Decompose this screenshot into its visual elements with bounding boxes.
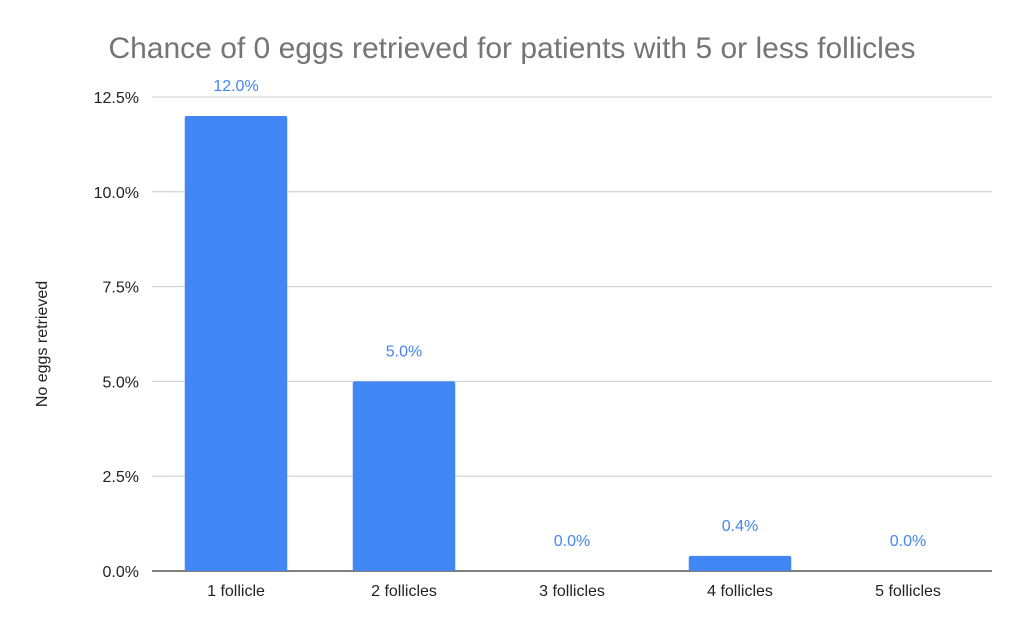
y-axis-title: No eggs retrieved — [34, 281, 51, 407]
y-tick-label: 2.5% — [103, 469, 139, 486]
chart-title: Chance of 0 eggs retrieved for patients … — [108, 32, 915, 65]
data-labels: 12.0% 5.0% 0.0% 0.4% 0.0% — [213, 78, 926, 550]
y-tick-label: 10.0% — [94, 185, 139, 202]
y-tick-label: 5.0% — [103, 374, 139, 391]
x-tick-label: 1 follicle — [207, 583, 265, 600]
data-label: 0.4% — [722, 518, 758, 535]
data-label: 5.0% — [386, 343, 422, 360]
y-tick-label: 7.5% — [103, 280, 139, 297]
data-label: 0.0% — [554, 533, 590, 550]
bar — [184, 115, 288, 572]
gridlines — [152, 96, 992, 572]
y-axis-ticks: 0.0% 2.5% 5.0% 7.5% 10.0% 12.5% — [94, 90, 139, 581]
y-tick-label: 0.0% — [103, 564, 139, 581]
data-label: 0.0% — [890, 533, 926, 550]
data-label: 12.0% — [213, 78, 258, 95]
x-tick-label: 3 follicles — [539, 583, 605, 600]
bar — [352, 381, 456, 571]
bar — [688, 555, 792, 571]
x-tick-label: 5 follicles — [875, 583, 941, 600]
bars — [184, 115, 792, 572]
x-axis-ticks: 1 follicle 2 follicles 3 follicles 4 follic… — [207, 583, 941, 600]
y-tick-label: 12.5% — [94, 90, 139, 107]
x-tick-label: 2 follicles — [371, 583, 437, 600]
x-tick-label: 4 follicles — [707, 583, 773, 600]
